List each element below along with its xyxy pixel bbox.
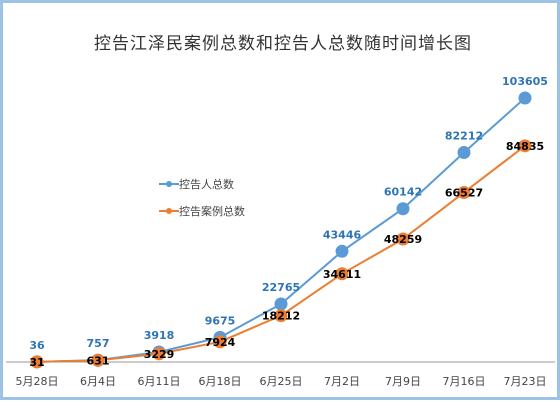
data-label: 3918 [144,329,175,342]
data-label: 34611 [323,268,361,281]
data-point [30,355,44,369]
data-label: 48259 [384,233,422,246]
legend-marker [166,181,172,187]
legend-marker [166,208,172,214]
data-point [335,244,349,258]
data-label: 82212 [445,130,483,143]
data-label: 18212 [262,310,300,323]
data-label: 43446 [323,228,362,241]
data-point [274,297,288,311]
series-1: 36 757 3918 9675 22765 43446 60142 82212 103605 [29,75,548,369]
x-tick-label: 7月16日 [443,375,486,388]
data-point [152,347,166,361]
x-tick-label: 6月4日 [80,375,116,388]
data-label: 3229 [144,348,175,361]
data-label: 7924 [205,336,236,349]
data-point [518,91,532,105]
data-label: 631 [87,354,110,367]
data-point [396,232,410,246]
x-tick-label: 5月28日 [16,375,59,388]
chart-plot: 5月28日 6月4日 6月11日 6月18日 6月25日 7月2日 7月9日 7月16日 7月2… [6,75,555,388]
x-tick-label: 7月2日 [324,375,360,388]
x-tick-label: 7月9日 [385,375,421,388]
data-label: 22765 [262,281,300,294]
data-point [518,139,532,153]
legend-label: 控告人总数 [179,177,234,191]
data-point [396,202,410,216]
data-label: 84835 [506,140,544,153]
data-label: 60142 [384,186,422,199]
data-point [213,335,227,349]
data-point [274,309,288,323]
data-label: 36 [29,339,45,352]
series-layer: 36 75739189675227654344660142822121036053… [29,75,548,369]
data-label: 9675 [205,314,236,327]
data-point [457,146,471,160]
legend-label: 控告案例总数 [179,204,245,218]
legend-item: 控告案例总数 [159,204,245,218]
data-label: 757 [87,337,110,350]
legend-item: 控告人总数 [159,177,234,191]
data-point [91,353,105,367]
x-tick-label: 7月23日 [504,375,547,388]
data-label: 66527 [445,186,483,199]
series-2: 31 631 3229 7924 18212 34611 48259 66527 84835 [29,139,544,369]
data-point [335,267,349,281]
x-tick-label: 6月18日 [199,375,242,388]
series-line [36,145,526,363]
x-axis-ticks: 5月28日 6月4日 6月11日 6月18日 6月25日 7月2日 7月9日 7月16日 7月2… [16,375,547,388]
data-label: 103605 [502,75,548,88]
data-label: 31 [29,356,44,369]
data-point [457,185,471,199]
chart-title: 控告江泽民案例总数和控告人总数随时间增长图 [94,34,472,54]
x-tick-label: 6月11日 [138,375,181,388]
x-tick-label: 6月25日 [260,375,303,388]
